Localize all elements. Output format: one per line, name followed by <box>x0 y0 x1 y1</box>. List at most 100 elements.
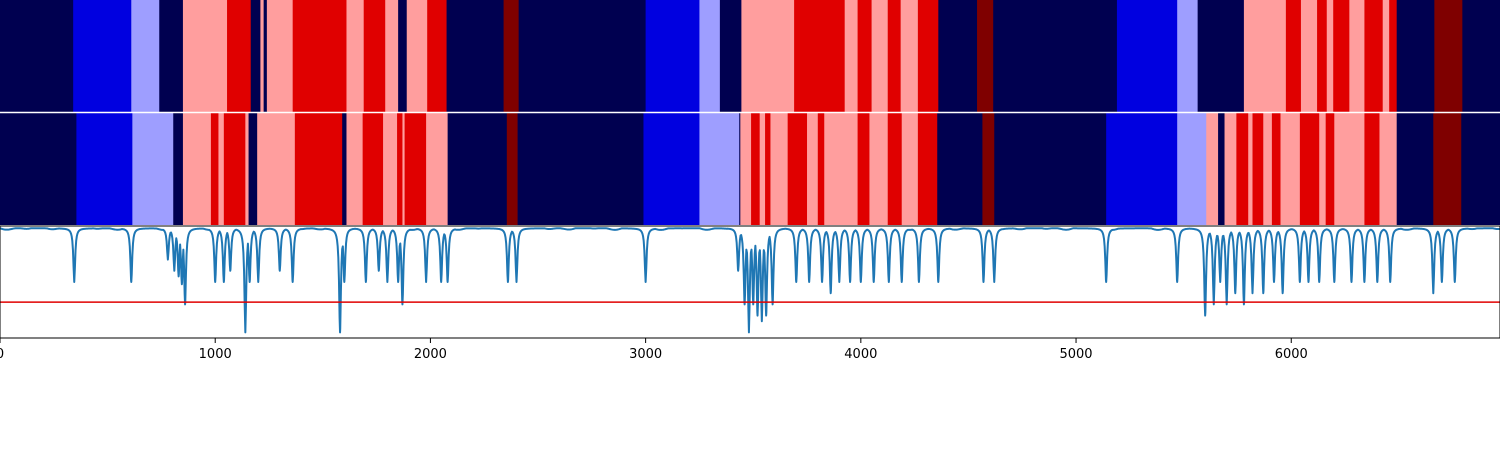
x-tick-label: 4000 <box>844 347 877 362</box>
heatmap-segment <box>817 113 825 225</box>
heatmap-segment <box>385 0 399 112</box>
heatmap-segment <box>402 113 405 225</box>
heatmap-segment <box>427 0 447 112</box>
heatmap-segment <box>807 113 819 225</box>
heatmap-segment <box>446 0 504 112</box>
heatmap-segment <box>977 0 994 112</box>
x-tick-label: 0 <box>0 347 4 362</box>
heatmap-segment <box>765 113 771 225</box>
heatmap-segment <box>182 0 228 112</box>
x-tick-label: 5000 <box>1059 347 1092 362</box>
heatmap-segment <box>346 0 365 112</box>
heatmap-segment <box>1461 113 1500 225</box>
heatmap-segment <box>1224 113 1237 225</box>
x-tick-label: 1000 <box>199 347 232 362</box>
heatmap-segment <box>699 113 740 225</box>
heatmap-segment <box>1243 0 1287 112</box>
heatmap-segment <box>223 113 246 225</box>
heatmap-segment <box>844 0 858 112</box>
heatmap-segment <box>0 113 77 225</box>
heatmap-segment <box>518 0 647 112</box>
heatmap-segment <box>1433 113 1462 225</box>
x-tick-label: 3000 <box>629 347 662 362</box>
heatmap-segment <box>1263 113 1273 225</box>
heatmap-segment <box>1434 0 1463 112</box>
heatmap-segment <box>901 113 919 225</box>
heatmap-segment <box>937 113 983 225</box>
x-axis: 0 1000 2000 3000 4000 5000 6000 <box>0 338 1308 362</box>
heatmap-segment <box>699 0 721 112</box>
heatmap-segment <box>770 113 789 225</box>
heatmap-segment <box>182 113 212 225</box>
heatmap-segment <box>1280 113 1301 225</box>
heatmap-segment <box>1177 0 1199 112</box>
heatmap-segment <box>257 113 296 225</box>
heatmap-segment <box>1317 0 1328 112</box>
heatmap-segment <box>294 113 343 225</box>
heatmap-segment <box>218 113 225 225</box>
heatmap-segment <box>741 0 795 112</box>
heatmap-segment <box>900 0 919 112</box>
x-tick-label: 2000 <box>414 347 447 362</box>
heatmap-segment <box>1319 113 1327 225</box>
heatmap-segment <box>740 113 752 225</box>
heatmap-segment <box>404 113 427 225</box>
heatmap-segment <box>1364 113 1380 225</box>
heatmap-segment <box>1333 0 1350 112</box>
heatmap-segment <box>1116 0 1178 112</box>
heatmap-row-1 <box>0 0 1500 112</box>
signal-panel-frame <box>0 225 1500 339</box>
heatmap-segment <box>76 113 133 225</box>
heatmap-segment <box>982 113 995 225</box>
heatmap-segment <box>397 113 403 225</box>
heatmap-segment <box>1177 113 1207 225</box>
heatmap-segment <box>342 113 347 225</box>
heatmap-segment <box>1349 0 1365 112</box>
heatmap-segment <box>869 113 889 225</box>
heatmap-segment <box>266 0 294 112</box>
heatmap-row-2 <box>0 113 1500 225</box>
heatmap-segment <box>1300 0 1318 112</box>
heatmap-segment <box>1271 113 1281 225</box>
heatmap-segment <box>260 0 265 112</box>
heatmap-segment <box>248 113 258 225</box>
heatmap-segment <box>1334 113 1365 225</box>
heatmap-segment <box>994 113 1107 225</box>
x-tick-label: 6000 <box>1275 347 1308 362</box>
heatmap-segment <box>292 0 347 112</box>
signal-panel <box>0 225 1500 339</box>
heatmap-segment <box>362 113 384 225</box>
heatmap-segment <box>383 113 398 225</box>
heatmap-segment <box>759 113 766 225</box>
heatmap-segment <box>887 0 902 112</box>
heatmap-segment <box>250 0 261 112</box>
heatmap-segment <box>751 113 761 225</box>
heatmap-segment <box>1252 113 1264 225</box>
heatmap-segment <box>1326 0 1334 112</box>
heatmap-segment <box>1248 113 1253 225</box>
heatmap-segment <box>159 0 184 112</box>
heatmap-segment <box>1382 0 1390 112</box>
heatmap-segment <box>1285 0 1302 112</box>
heatmap-segment <box>447 113 508 225</box>
heatmap-segment <box>506 113 518 225</box>
heatmap-segment <box>426 113 449 225</box>
heatmap-segment <box>263 0 268 112</box>
heatmap-segment <box>398 0 408 112</box>
heatmap-segment <box>645 0 700 112</box>
heatmap-segment <box>1396 0 1435 112</box>
heatmap-segment <box>131 0 160 112</box>
heatmap-segment <box>346 113 364 225</box>
heatmap-segment <box>517 113 644 225</box>
heatmap-segment <box>787 113 808 225</box>
heatmap-segment <box>210 113 219 225</box>
heatmap-segment <box>857 113 870 225</box>
heatmap-segment <box>363 0 386 112</box>
heatmap-segment <box>1106 113 1178 225</box>
heatmap-segment <box>938 0 978 112</box>
heatmap-segment <box>1206 113 1219 225</box>
heatmap-segment <box>794 0 846 112</box>
heatmap-segment <box>917 113 938 225</box>
heatmap-segment <box>1218 113 1225 225</box>
